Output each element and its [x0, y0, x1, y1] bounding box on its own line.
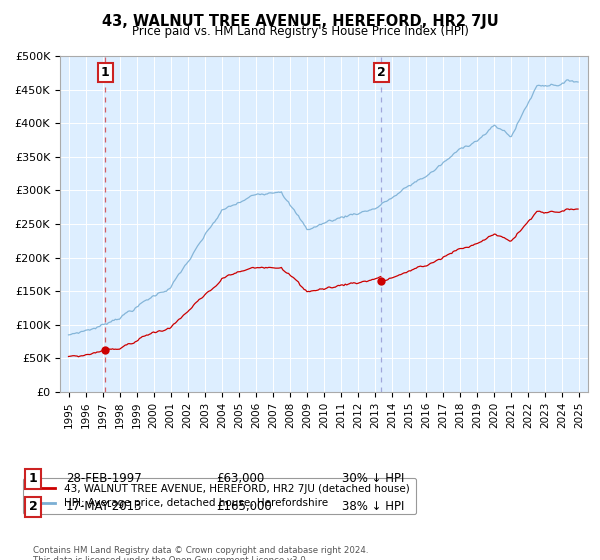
Text: Price paid vs. HM Land Registry's House Price Index (HPI): Price paid vs. HM Land Registry's House …: [131, 25, 469, 38]
Text: 38% ↓ HPI: 38% ↓ HPI: [342, 500, 404, 514]
Text: £63,000: £63,000: [216, 472, 264, 486]
Text: 17-MAY-2013: 17-MAY-2013: [66, 500, 143, 514]
Text: 28-FEB-1997: 28-FEB-1997: [66, 472, 142, 486]
Text: 2: 2: [377, 66, 386, 79]
Text: 43, WALNUT TREE AVENUE, HEREFORD, HR2 7JU: 43, WALNUT TREE AVENUE, HEREFORD, HR2 7J…: [101, 14, 499, 29]
Text: 1: 1: [29, 472, 37, 486]
Text: £165,000: £165,000: [216, 500, 272, 514]
Text: 2: 2: [29, 500, 37, 514]
Legend: 43, WALNUT TREE AVENUE, HEREFORD, HR2 7JU (detached house), HPI: Average price, : 43, WALNUT TREE AVENUE, HEREFORD, HR2 7J…: [23, 478, 416, 515]
Text: 30% ↓ HPI: 30% ↓ HPI: [342, 472, 404, 486]
Text: Contains HM Land Registry data © Crown copyright and database right 2024.
This d: Contains HM Land Registry data © Crown c…: [33, 546, 368, 560]
Text: 1: 1: [101, 66, 110, 79]
